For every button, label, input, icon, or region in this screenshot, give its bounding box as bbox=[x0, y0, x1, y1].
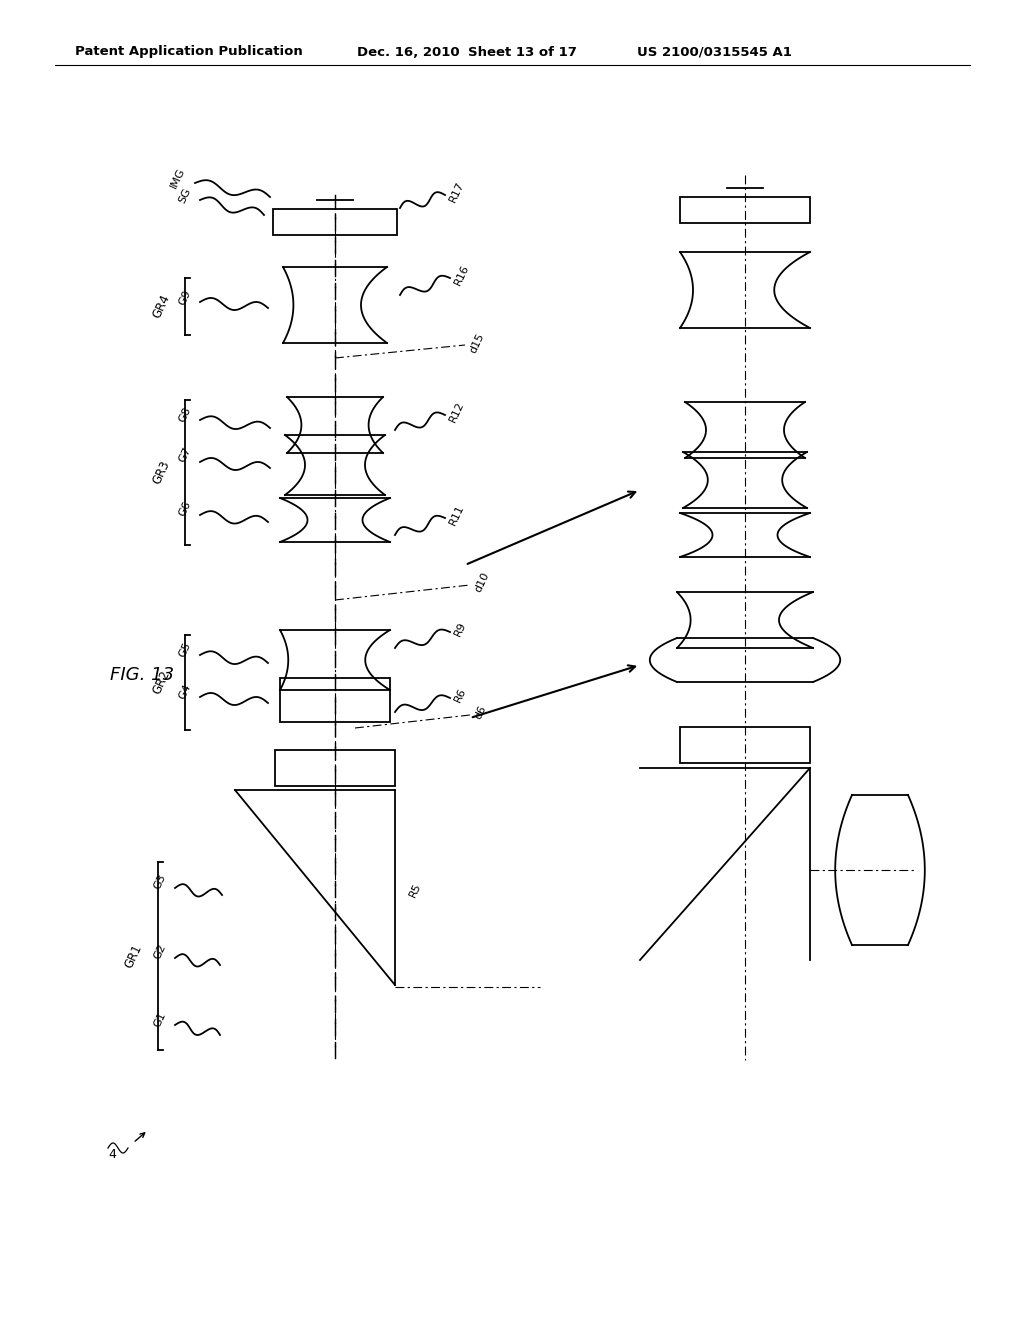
Bar bbox=[275, 750, 395, 785]
Text: R17: R17 bbox=[449, 180, 466, 205]
Text: Patent Application Publication: Patent Application Publication bbox=[75, 45, 303, 58]
Text: R6: R6 bbox=[453, 686, 468, 704]
Text: G9: G9 bbox=[177, 289, 193, 308]
Bar bbox=[273, 209, 397, 235]
Text: IMG: IMG bbox=[169, 166, 187, 190]
Text: 4: 4 bbox=[108, 1148, 116, 1162]
Text: SG: SG bbox=[177, 186, 193, 205]
Bar bbox=[680, 197, 810, 223]
Text: R11: R11 bbox=[449, 503, 466, 527]
Bar bbox=[680, 727, 810, 763]
Text: R9: R9 bbox=[453, 620, 468, 638]
Text: d10: d10 bbox=[473, 570, 490, 594]
Text: d15: d15 bbox=[468, 331, 486, 355]
Text: G6: G6 bbox=[177, 500, 193, 519]
Text: G1: G1 bbox=[153, 1011, 168, 1030]
Text: Dec. 16, 2010: Dec. 16, 2010 bbox=[357, 45, 460, 58]
Text: R16: R16 bbox=[453, 263, 471, 286]
Text: G5: G5 bbox=[177, 640, 193, 659]
Text: G4: G4 bbox=[177, 682, 193, 701]
Text: Sheet 13 of 17: Sheet 13 of 17 bbox=[468, 45, 577, 58]
Bar bbox=[280, 678, 390, 722]
Text: GR2: GR2 bbox=[151, 668, 173, 696]
Text: R5: R5 bbox=[408, 882, 423, 899]
Text: R12: R12 bbox=[449, 400, 466, 424]
Text: d6: d6 bbox=[473, 704, 488, 721]
Text: G3: G3 bbox=[153, 873, 168, 891]
Text: GR1: GR1 bbox=[123, 942, 145, 970]
Text: G8: G8 bbox=[177, 405, 193, 424]
Text: FIG. 13: FIG. 13 bbox=[110, 667, 174, 684]
Text: G2: G2 bbox=[153, 942, 168, 961]
Text: GR4: GR4 bbox=[151, 292, 173, 319]
Text: US 2100/0315545 A1: US 2100/0315545 A1 bbox=[637, 45, 792, 58]
Text: G7: G7 bbox=[177, 446, 193, 465]
Text: GR3: GR3 bbox=[151, 458, 173, 486]
